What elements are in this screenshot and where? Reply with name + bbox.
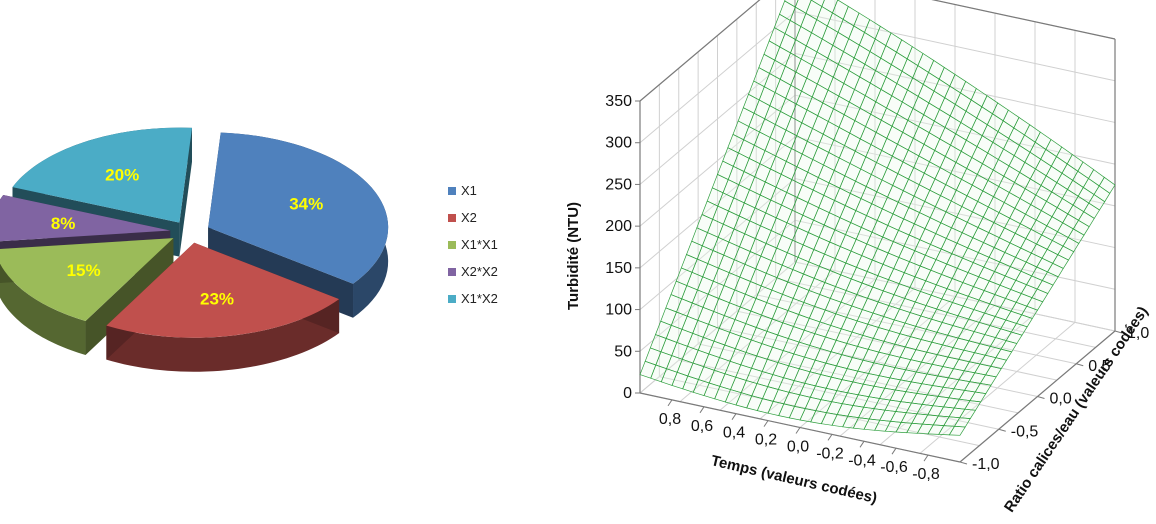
z-tick-label: 350 <box>605 93 632 110</box>
tick-mark <box>1076 363 1084 367</box>
pie-data-label: 23% <box>200 289 234 308</box>
surface-cell <box>639 360 657 379</box>
y-tick-label: 0,0 <box>1050 391 1072 408</box>
pie-chart: 34% 23% 15% 8% 20% X1 X2 X1*X1 X2*X2 X1*X2 <box>0 127 498 372</box>
pie-slice-side <box>0 263 86 356</box>
legend-swatch <box>448 295 456 303</box>
pie-data-label: 34% <box>289 194 323 213</box>
legend-entry: X2 <box>461 210 477 225</box>
pie-slice-side <box>106 299 340 372</box>
x-tick-label: 0,8 <box>659 411 681 428</box>
tick-mark <box>959 461 968 465</box>
pie-slice-x1-x1 <box>0 238 174 322</box>
x-axis-ticks: 0,8 0,6 0,4 0,2 0,0 -0,2 -0,4 -0,6 -0,8 <box>659 399 940 483</box>
x-tick-label: 0,2 <box>755 432 777 449</box>
tick-mark <box>731 413 737 420</box>
z-axis-title: Turbidité (NTU) <box>565 202 582 310</box>
tick-mark <box>891 447 897 455</box>
axis-line <box>931 0 1116 40</box>
tick-mark <box>923 454 929 462</box>
gridline <box>756 294 1077 365</box>
y-tick-label: 1,0 <box>1127 325 1149 342</box>
legend-entry: X1 <box>461 183 477 198</box>
pie-slice-x2-x2 <box>0 194 171 242</box>
gridline <box>736 310 1057 381</box>
pie-slice-wall <box>179 127 192 257</box>
y-tick-label: -0,5 <box>1011 423 1039 440</box>
x-tick-label: 0,0 <box>787 439 809 456</box>
z-tick-label: 100 <box>605 302 632 319</box>
z-tick-label: 50 <box>614 343 632 360</box>
tick-mark <box>667 399 673 407</box>
gridline <box>717 327 1038 397</box>
z-tick-label: 300 <box>605 135 632 152</box>
gridline <box>678 359 999 430</box>
z-tick-label: 0 <box>623 385 632 402</box>
legend-entry: X2*X2 <box>461 264 498 279</box>
z-axis-ticks: 0 50 100 150 200 250 300 350 <box>605 93 640 402</box>
pie-slice-x2 <box>106 242 340 338</box>
surface-mesh <box>639 0 1116 436</box>
x-tick-label: -0,8 <box>912 466 940 483</box>
x-tick-label: -0,2 <box>816 445 844 462</box>
tick-mark <box>699 406 705 414</box>
tick-mark <box>763 420 769 427</box>
pie-legend: X1 X2 X1*X1 X2*X2 X1*X2 <box>448 183 498 306</box>
pie-slice-x1 <box>208 132 389 284</box>
legend-swatch <box>448 268 456 276</box>
gridline <box>794 261 1116 332</box>
x-tick-label: -0,4 <box>848 452 876 469</box>
pie-data-label: 8% <box>51 214 76 233</box>
axis-line <box>639 0 761 102</box>
pie-data-label: 15% <box>67 261 101 280</box>
x-tick-label: -0,6 <box>880 459 908 476</box>
gridline <box>775 277 1096 348</box>
y-tick-label: 0,5 <box>1088 358 1110 375</box>
x-tick-label: 0,6 <box>691 418 713 435</box>
z-tick-label: 150 <box>605 260 632 277</box>
legend-swatch <box>448 214 456 222</box>
y-axis-title: Ratio calices/eau (valeurs codées) <box>1001 303 1152 515</box>
pie-data-label: 20% <box>105 165 139 184</box>
x-tick-label: 0,4 <box>723 425 745 442</box>
legend-swatch <box>448 187 456 195</box>
pie-slice-x1-x2 <box>12 127 192 223</box>
y-axis-ticks: -1,0 -0,5 0,0 0,5 1,0 <box>959 325 1149 473</box>
legend-entry: X1*X2 <box>461 291 498 306</box>
tick-mark <box>1114 330 1123 334</box>
legend-swatch <box>448 241 456 249</box>
tick-mark <box>1037 396 1045 399</box>
y-tick-label: -1,0 <box>972 456 1000 473</box>
tick-mark <box>795 427 801 434</box>
gridline <box>698 343 1019 414</box>
z-tick-label: 250 <box>605 176 632 193</box>
legend-entry: X1*X1 <box>461 237 498 252</box>
z-tick-label: 200 <box>605 218 632 235</box>
tick-mark <box>827 434 833 441</box>
tick-mark <box>859 441 865 448</box>
tick-mark <box>998 428 1006 432</box>
